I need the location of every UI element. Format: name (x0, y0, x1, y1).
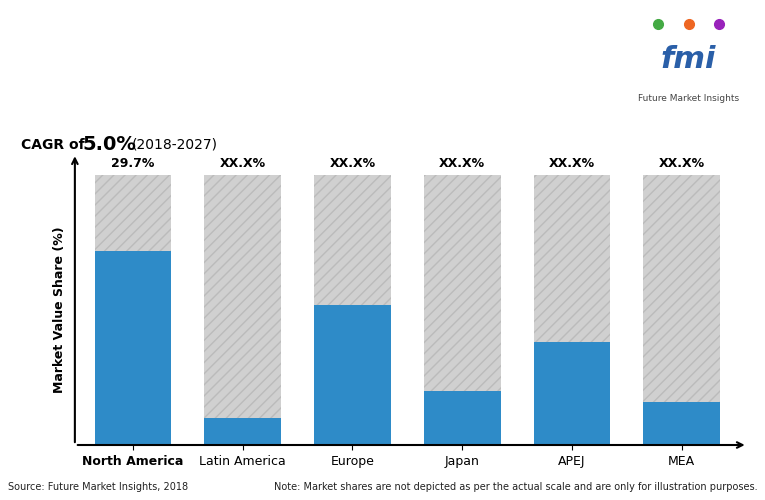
Text: 29.7%: 29.7% (112, 156, 155, 170)
Text: Motor Control IC Market Value Share (%): Motor Control IC Market Value Share (%) (21, 38, 469, 58)
Text: XX.X%: XX.X% (549, 156, 595, 170)
Text: (2018-2027): (2018-2027) (132, 138, 217, 152)
Text: XX.X%: XX.X% (220, 156, 265, 170)
Bar (643, 402, 720, 445)
Text: XX.X%: XX.X% (659, 156, 705, 170)
Y-axis label: Market Value Share (%): Market Value Share (%) (53, 226, 66, 394)
Text: By Region (2018): By Region (2018) (21, 82, 142, 96)
Text: XX.X%: XX.X% (439, 156, 485, 170)
Text: XX.X%: XX.X% (330, 156, 376, 170)
Text: Future Market Insights: Future Market Insights (638, 94, 739, 103)
Bar (533, 342, 610, 445)
Text: Source: Future Market Insights, 2018: Source: Future Market Insights, 2018 (8, 482, 187, 492)
Text: 5.0%: 5.0% (83, 136, 136, 154)
Bar (95, 175, 171, 445)
Bar (424, 391, 500, 445)
Bar (314, 304, 391, 445)
Text: CAGR of: CAGR of (21, 138, 90, 152)
Bar (314, 175, 391, 445)
Bar (204, 418, 282, 445)
Bar (424, 175, 500, 445)
Bar (533, 175, 610, 445)
Text: fmi: fmi (661, 46, 716, 74)
Bar (204, 175, 282, 445)
Bar (643, 175, 720, 445)
Bar (95, 250, 171, 445)
Text: Note: Market shares are not depicted as per the actual scale and are only for il: Note: Market shares are not depicted as … (274, 482, 757, 492)
